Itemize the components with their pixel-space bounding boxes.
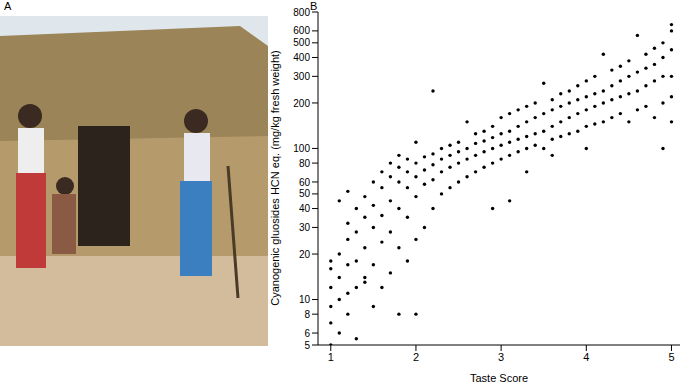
html-text:A: A bbox=[4, 0, 12, 12]
svg-text:80: 80 bbox=[299, 158, 311, 169]
svg-text:800: 800 bbox=[293, 7, 310, 18]
svg-text:5: 5 bbox=[304, 340, 310, 351]
svg-text:6: 6 bbox=[304, 328, 310, 339]
svg-text:4: 4 bbox=[583, 351, 589, 363]
svg-text:Taste Score: Taste Score bbox=[470, 372, 528, 384]
svg-text:1: 1 bbox=[328, 351, 334, 363]
svg-text:60: 60 bbox=[299, 177, 311, 188]
html-text:Cyanogenic gluosides HCN eq. (: Cyanogenic gluosides HCN eq. (mg/kg fres… bbox=[269, 50, 281, 306]
svg-text:20: 20 bbox=[299, 249, 311, 260]
svg-text:8: 8 bbox=[304, 309, 310, 320]
svg-text:3: 3 bbox=[498, 351, 504, 363]
svg-text:2: 2 bbox=[413, 351, 419, 363]
svg-text:600: 600 bbox=[293, 25, 310, 36]
svg-text:500: 500 bbox=[293, 37, 310, 48]
html-text:B: B bbox=[310, 0, 318, 12]
svg-text:200: 200 bbox=[293, 98, 310, 109]
svg-text:10: 10 bbox=[299, 294, 311, 305]
svg-text:100: 100 bbox=[293, 143, 310, 154]
svg-text:300: 300 bbox=[293, 71, 310, 82]
svg-text:40: 40 bbox=[299, 203, 311, 214]
svg-text:400: 400 bbox=[293, 52, 310, 63]
svg-text:50: 50 bbox=[299, 188, 311, 199]
svg-text:5: 5 bbox=[668, 351, 674, 363]
svg-text:30: 30 bbox=[299, 222, 311, 233]
